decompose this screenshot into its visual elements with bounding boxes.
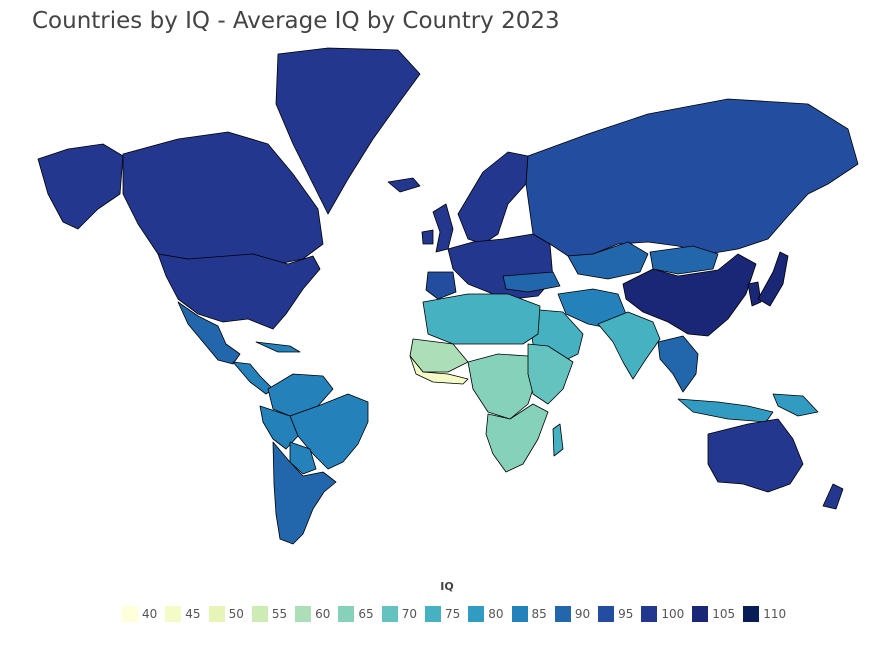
legend-item-75[interactable]: 75 (424, 606, 461, 622)
legend-label: 65 (358, 607, 374, 621)
legend-item-105[interactable]: 105 (692, 606, 735, 622)
legend-swatch (743, 606, 760, 622)
region-peru[interactable] (259, 405, 299, 450)
region-ireland[interactable] (421, 229, 434, 245)
region-korea[interactable] (747, 281, 762, 307)
region-spain[interactable] (425, 271, 457, 300)
legend-swatch (338, 606, 355, 622)
legend-label: 105 (712, 607, 736, 621)
region-central-america[interactable] (232, 361, 274, 395)
legend-swatch (295, 606, 312, 622)
legend-label: 75 (444, 607, 461, 621)
region-cuba[interactable] (255, 341, 301, 353)
legend-label: 40 (142, 607, 158, 621)
region-japan[interactable] (757, 251, 789, 307)
region-mexico[interactable] (177, 301, 241, 365)
region-bolivia[interactable] (289, 441, 317, 475)
legend-item-60[interactable]: 60 (295, 606, 330, 622)
legend-label: 60 (315, 607, 331, 621)
legend-item-55[interactable]: 55 (251, 606, 288, 622)
legend-item-70[interactable]: 70 (381, 606, 417, 622)
region-madagascar[interactable] (552, 423, 564, 457)
region-turkey[interactable] (502, 271, 561, 293)
region-west-africa-coast[interactable] (409, 355, 469, 385)
legend-swatch (208, 606, 225, 622)
legend-item-90[interactable]: 90 (554, 606, 591, 622)
legend-item-50[interactable]: 50 (208, 606, 244, 622)
legend-label: 70 (401, 607, 417, 621)
legend-swatch (165, 606, 182, 622)
legend-item-65[interactable]: 65 (338, 606, 374, 622)
legend-item-40[interactable]: 40 (122, 606, 157, 622)
world-map[interactable] (28, 44, 866, 554)
legend-item-95[interactable]: 95 (598, 606, 633, 622)
region-north-africa[interactable] (422, 293, 541, 345)
region-alaska[interactable] (37, 143, 124, 230)
legend-item-80[interactable]: 80 (468, 606, 504, 622)
region-united-kingdom[interactable] (432, 203, 454, 253)
legend-label: 95 (618, 607, 634, 621)
legend-swatch (468, 606, 485, 622)
world-map-svg[interactable] (28, 44, 866, 554)
legend-item-45[interactable]: 45 (165, 606, 201, 622)
region-papua-new-guinea[interactable] (772, 393, 819, 417)
legend-label: 100 (661, 607, 685, 621)
region-colombia-venezuela[interactable] (267, 373, 334, 417)
legend-swatch (598, 606, 615, 622)
legend-swatch (122, 606, 138, 622)
legend-label: 55 (271, 607, 288, 621)
region-russia[interactable] (525, 98, 859, 257)
region-central-africa[interactable] (467, 353, 539, 420)
region-greenland[interactable] (275, 47, 421, 215)
region-united-states[interactable] (157, 253, 321, 330)
region-india[interactable] (597, 311, 661, 380)
legend-label: 90 (574, 607, 591, 621)
region-argentina-chile[interactable] (272, 441, 337, 545)
region-china[interactable] (622, 253, 757, 337)
legend: 40 45 50 55 60 65 70 75 80 85 90 95 100 105 110 (122, 605, 794, 623)
legend-label: 110 (763, 607, 787, 621)
region-kazakhstan[interactable] (567, 241, 649, 280)
legend-label: 85 (531, 607, 547, 621)
region-scandinavia[interactable] (457, 151, 529, 245)
legend-swatch (692, 606, 709, 622)
region-canada[interactable] (122, 131, 324, 265)
region-southeast-asia[interactable] (657, 335, 699, 393)
region-new-zealand[interactable] (822, 483, 844, 510)
legend-title: IQ (440, 580, 454, 593)
legend-label: 50 (228, 607, 244, 621)
region-australia[interactable] (707, 418, 804, 493)
legend-label: 45 (185, 607, 201, 621)
legend-item-100[interactable]: 100 (641, 606, 684, 622)
chart-title: Countries by IQ - Average IQ by Country … (32, 8, 560, 34)
legend-label: 80 (488, 607, 504, 621)
legend-swatch (381, 606, 398, 622)
legend-item-85[interactable]: 85 (511, 606, 547, 622)
legend-swatch (251, 606, 268, 622)
region-iceland[interactable] (387, 177, 421, 193)
region-southern-africa[interactable] (485, 403, 549, 473)
legend-swatch (424, 606, 441, 622)
region-indonesia[interactable] (677, 398, 774, 423)
legend-swatch (554, 606, 571, 622)
legend-item-110[interactable]: 110 (743, 606, 786, 622)
region-east-africa[interactable] (527, 343, 574, 405)
legend-swatch (641, 606, 658, 622)
legend-swatch (511, 606, 528, 622)
